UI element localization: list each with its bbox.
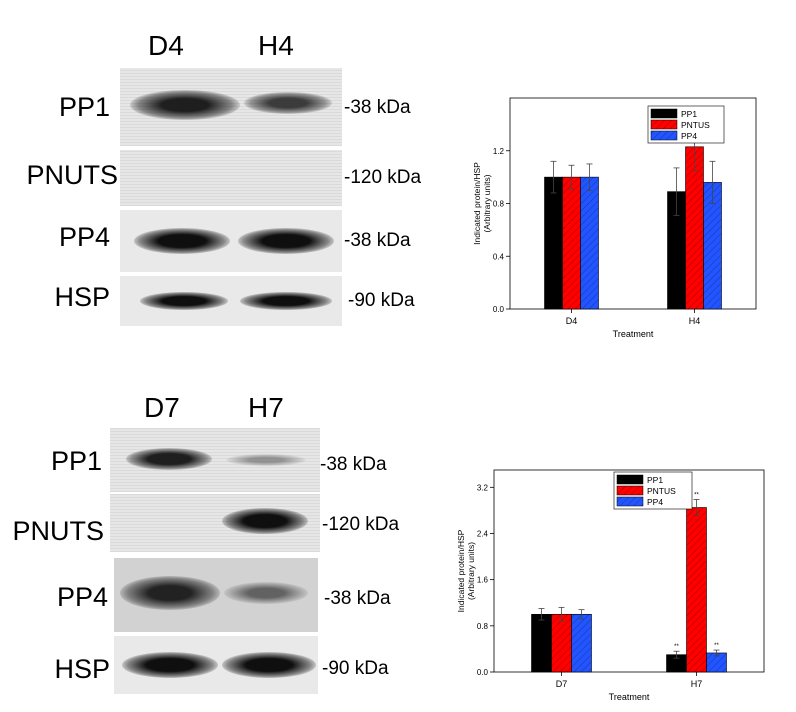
- x-tick-label: D7: [556, 679, 568, 689]
- y-axis-label-units: (Arbitrary units): [466, 542, 476, 600]
- blot-strip-pp1: [120, 68, 342, 146]
- legend-label-pntus: PNTUS: [647, 486, 676, 496]
- blot-strip-hsp: [120, 276, 342, 326]
- band: [130, 90, 240, 120]
- size-label-pp4: -38 kDa: [344, 230, 411, 251]
- size-label-hsp: -90 kDa: [322, 658, 389, 679]
- blot-strip-pnuts: [120, 150, 342, 206]
- y-tick-label: 0.4: [493, 252, 505, 261]
- size-label-pnuts: -120 kDa: [344, 167, 422, 188]
- y-tick-label: 3.2: [477, 483, 489, 492]
- size-label-pnuts: -120 kDa: [322, 514, 400, 535]
- legend-label-pp1: PP1: [681, 109, 697, 119]
- bar-hatch: [685, 146, 704, 309]
- band: [240, 292, 332, 310]
- bar-chart-bottom: 0.0 0.8 1.6 2.4 3.2 Indicated protein/HSP (Arb…: [456, 469, 765, 702]
- bar-hatch: [551, 614, 572, 672]
- legend-label-pntus: PNTUS: [681, 120, 710, 130]
- y-tick-label: 0.0: [477, 668, 489, 677]
- protein-label-pp1: PP1: [50, 446, 102, 476]
- band: [224, 582, 308, 604]
- blot-strip-pp4: [114, 558, 318, 632]
- bar-hatch: [531, 614, 552, 672]
- band: [126, 448, 212, 470]
- significance-label: **: [674, 644, 679, 650]
- legend-swatch-hatch: [617, 475, 643, 484]
- band: [226, 454, 306, 466]
- y-axis-label: Indicated protein/HSP: [456, 529, 466, 612]
- legend-swatch-hatch: [617, 486, 643, 495]
- blot-strip-pnuts: [110, 494, 320, 552]
- protein-label-hsp: HSP: [54, 282, 110, 312]
- bar-hatch: [544, 177, 563, 309]
- x-axis-label: Treatment: [609, 692, 650, 702]
- lane-label-d7: D7: [144, 392, 180, 423]
- bar-hatch: [571, 614, 592, 672]
- bar-hatch: [706, 652, 727, 672]
- legend-swatch-hatch: [617, 497, 643, 506]
- band: [238, 228, 334, 254]
- bar-hatch: [686, 507, 707, 672]
- lane-label-h7: H7: [248, 392, 284, 423]
- protein-label-pnuts: PNUTS: [12, 516, 104, 546]
- bar-hatch: [667, 191, 686, 309]
- protein-label-pp1: PP1: [58, 92, 110, 122]
- bar-hatch: [562, 177, 581, 309]
- size-label-pp1: -38 kDa: [320, 454, 387, 475]
- y-tick-label: 0.8: [493, 200, 505, 209]
- x-tick-label: D4: [566, 316, 578, 326]
- legend-label-pp4: PP4: [681, 131, 697, 141]
- y-tick-label: 0.8: [477, 622, 489, 631]
- legend-swatch-hatch: [651, 131, 677, 140]
- x-axis-label: Treatment: [613, 329, 654, 339]
- size-label-hsp: -90 kDa: [348, 290, 415, 311]
- legend-swatch-hatch: [651, 120, 677, 129]
- y-tick-label: 0.0: [493, 305, 505, 314]
- blot-strip-pp1: [110, 428, 320, 492]
- protein-label-pp4: PP4: [56, 582, 108, 612]
- band: [222, 652, 316, 678]
- band: [120, 576, 220, 610]
- bar-chart-top: 0.0 0.4 0.8 1.2 Indicated protein/HSP (Arbitr…: [472, 97, 757, 339]
- y-axis-label: Indicated protein/HSP: [472, 162, 482, 245]
- legend-label-pp4: PP4: [647, 497, 663, 507]
- y-axis-label-units: (Arbitrary units): [482, 174, 492, 232]
- protein-label-pnuts: PNUTS: [26, 160, 118, 190]
- band: [134, 228, 230, 254]
- blot-strip-hsp: [114, 636, 318, 694]
- x-tick-label: H7: [691, 679, 703, 689]
- y-tick-label: 1.6: [477, 576, 489, 585]
- y-tick-label: 1.2: [493, 147, 505, 156]
- size-label-pp4: -38 kDa: [324, 588, 391, 609]
- bar-hatch: [580, 177, 599, 309]
- lane-label-h4: H4: [258, 30, 294, 61]
- band: [140, 292, 228, 310]
- plot-frame: [493, 469, 765, 673]
- protein-label-pp4: PP4: [58, 222, 110, 252]
- bar-hatch: [703, 182, 722, 309]
- y-tick-label: 2.4: [477, 529, 489, 538]
- legend-label-pp1: PP1: [647, 475, 663, 485]
- significance-label: **: [714, 643, 719, 649]
- blot-strip-pp4: [120, 210, 342, 272]
- band: [244, 92, 332, 114]
- size-label-pp1: -38 kDa: [344, 97, 411, 118]
- bar-hatch: [666, 654, 687, 672]
- x-tick-label: H4: [689, 316, 701, 326]
- legend-swatch-hatch: [651, 109, 677, 118]
- band: [122, 652, 218, 678]
- band: [222, 508, 308, 534]
- significance-label: **: [694, 492, 699, 498]
- lane-label-d4: D4: [148, 30, 184, 61]
- protein-label-hsp: HSP: [54, 654, 110, 684]
